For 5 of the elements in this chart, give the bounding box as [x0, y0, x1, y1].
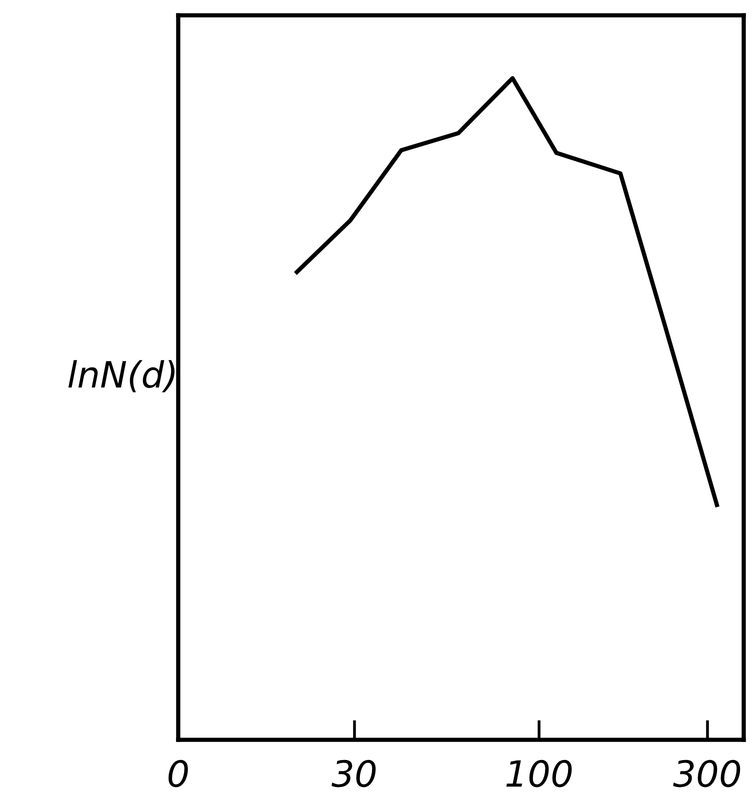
x-tick-label: 300 [673, 760, 740, 788]
x-tick-label: 0 [168, 760, 188, 788]
y-axis-title: lnN(d) [68, 360, 174, 392]
x-tick-label: 100 [506, 760, 572, 788]
x-tick-label: 30 [332, 760, 376, 788]
